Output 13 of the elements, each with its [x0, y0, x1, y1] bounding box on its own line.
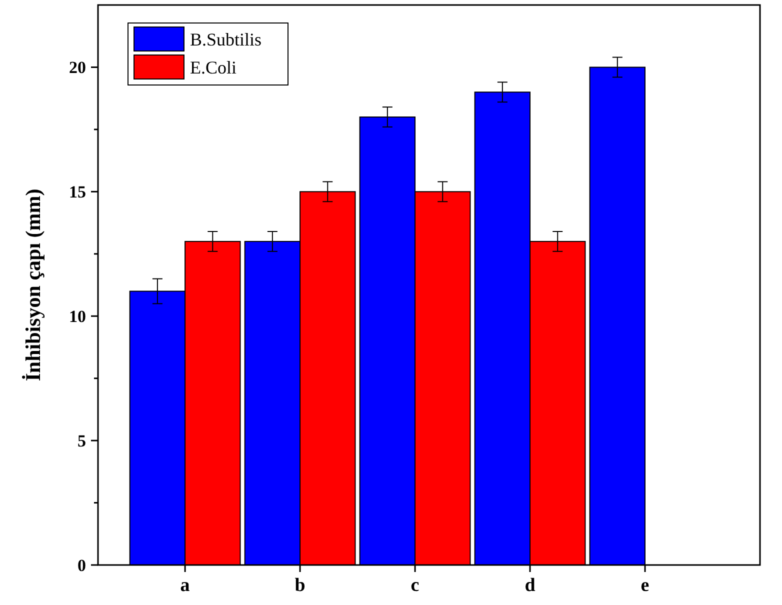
y-tick-label: 5 — [78, 432, 86, 451]
x-tick-label: c — [410, 575, 420, 596]
x-tick-label: d — [524, 575, 536, 596]
y-axis-title: İnhibisyon çapı (mm) — [21, 188, 45, 382]
x-tick-label: b — [294, 575, 306, 596]
y-tick-label: 20 — [69, 58, 86, 78]
x-tick-label: e — [640, 575, 650, 596]
y-tick-label: 15 — [69, 182, 86, 202]
legend-label: B.Subtilis — [190, 29, 262, 50]
legend-label: E.Coli — [190, 57, 237, 78]
y-tick-label: 10 — [69, 307, 86, 326]
y-tick-label: 0 — [78, 556, 86, 575]
x-tick-label: a — [180, 575, 190, 596]
